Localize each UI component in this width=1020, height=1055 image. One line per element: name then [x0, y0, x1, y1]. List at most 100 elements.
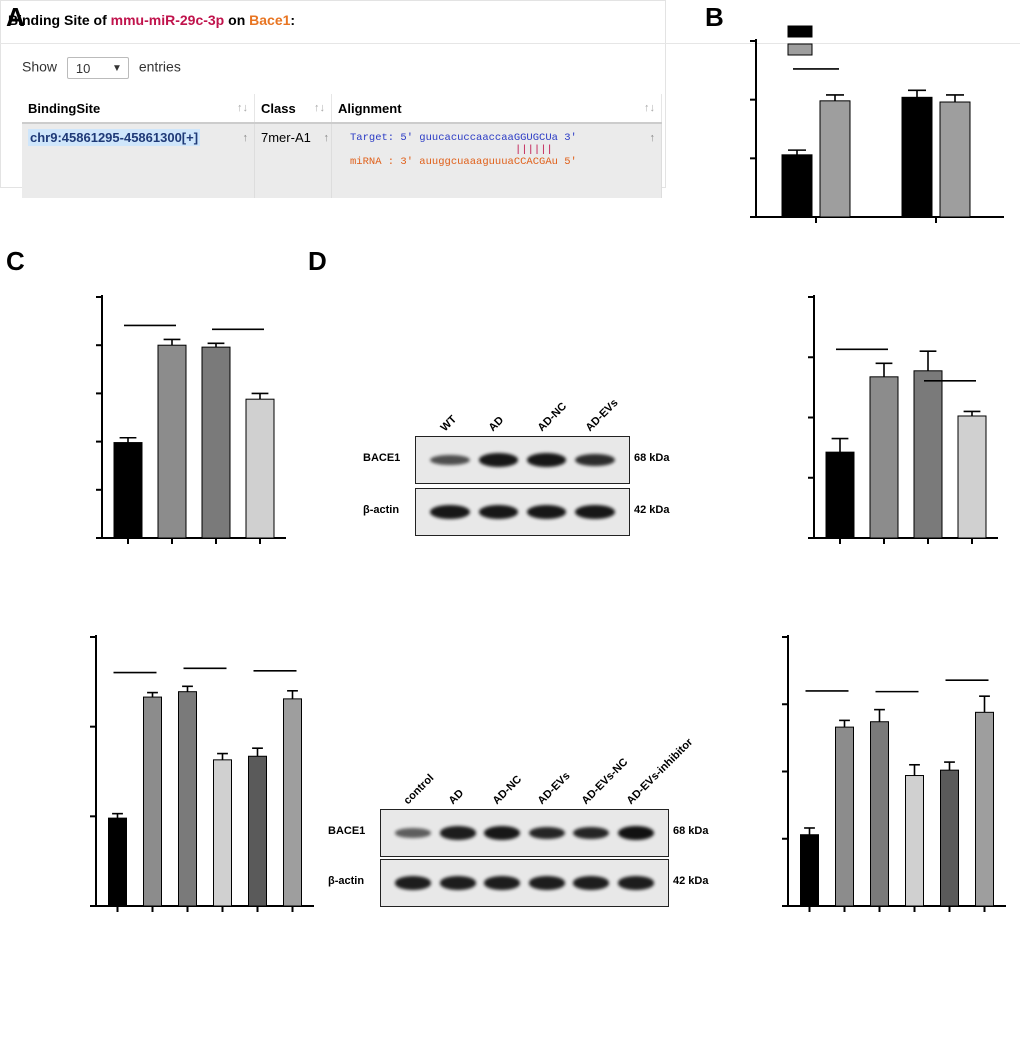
column-header-alignment[interactable]: Alignment ↑↓ [331, 94, 662, 124]
blot-band [573, 876, 610, 890]
bar [901, 96, 933, 218]
bar [201, 346, 231, 539]
blot-kda-label: 42 kDa [673, 875, 709, 887]
bar [157, 344, 187, 539]
blot-band [575, 453, 615, 467]
blot-protein-label: β-actin [363, 504, 400, 516]
class-cell: 7mer-A1 ↑ [254, 123, 332, 198]
binding-site-table: BindingSite ↑↓ Class ↑↓ Alignment ↑↓ chr9:4… [22, 94, 662, 198]
sort-icon: ↑↓ [644, 102, 655, 114]
blot-lane-label: AD-EVs-NC [579, 756, 631, 807]
column-label: Alignment [338, 100, 402, 116]
panel-label-d: D [308, 246, 327, 276]
blot-protein-label: BACE1 [328, 825, 366, 837]
sort-icon: ↑↓ [314, 102, 325, 114]
binding-site-cell: chr9:45861295-45861300[+] ↑ [22, 123, 255, 198]
blot-strip [380, 859, 669, 907]
blot-kda-label: 68 kDa [634, 452, 670, 464]
blot-lane-label: AD-EVs-inhibitor [624, 736, 695, 807]
alignment-mirna: miRNA : 3' auuggcuaaaguuuaCCACGAu 5' [350, 156, 577, 168]
entries-label: entries [138, 58, 181, 75]
blot-band [484, 826, 521, 840]
bar [870, 721, 889, 907]
blot-lane-label: AD [486, 414, 507, 434]
bar [905, 775, 924, 907]
blot-band [430, 505, 470, 519]
alignment-target: Target: 5' guucacuccaaccaaGGUGCUa 3' [350, 132, 577, 144]
chevron-down-icon: ▼ [112, 63, 122, 74]
bar [939, 101, 971, 218]
blot-lane-label: AD-EVs [583, 396, 621, 434]
legend-swatch [787, 25, 813, 38]
blot-band [484, 876, 521, 890]
blot-band [430, 454, 470, 466]
blot-band [575, 505, 615, 519]
column-header-class[interactable]: Class ↑↓ [254, 94, 332, 124]
bar [143, 696, 162, 907]
chart-b-luciferase [750, 25, 1004, 223]
blot-lane-label: AD-EVs [535, 769, 573, 807]
arrow-up-icon: ↑ [242, 132, 249, 144]
mirna-link[interactable]: mmu-miR-29c-3p [110, 12, 225, 28]
bar [940, 769, 959, 907]
blot-band [526, 505, 567, 519]
arrow-up-icon: ↑ [649, 132, 656, 144]
blot-band [528, 876, 565, 890]
heading-prefix: Binding Site of [8, 12, 111, 28]
class-value: 7mer-A1 [261, 130, 311, 145]
blot-lane-label: control [401, 772, 437, 807]
blot-strip [415, 488, 630, 536]
bar [248, 755, 267, 907]
blot-band [439, 876, 476, 890]
blot-lane-label: WT [438, 413, 460, 434]
bar [213, 759, 232, 907]
chart-c-cell-mrna [90, 635, 314, 912]
gene-link[interactable]: Bace1 [249, 12, 291, 28]
bar [781, 154, 813, 218]
column-label: Class [261, 100, 296, 116]
bar [283, 698, 302, 907]
alignment-cell: Target: 5' guucacuccaaccaaGGUGCUa 3' |||… [331, 123, 662, 198]
panel-label-b: B [705, 2, 724, 32]
entries-control: Show 10 ▼ entries [22, 57, 181, 79]
divider [0, 43, 1020, 44]
bar [113, 442, 143, 539]
blot-band [617, 826, 654, 840]
entries-select[interactable]: 10 ▼ [66, 57, 129, 79]
chart-d-rat-protein [808, 295, 998, 544]
bar [800, 834, 819, 907]
chart-d-cell-protein [782, 635, 1006, 912]
blot-band [395, 876, 432, 890]
blot-kda-label: 68 kDa [673, 825, 709, 837]
bar [869, 376, 899, 539]
heading-mid: on [224, 12, 250, 28]
blot-band [528, 826, 565, 840]
binding-site-table-panel: Binding Site of mmu-miR-29c-3p on Bace1:… [0, 0, 1020, 198]
blot-band [526, 453, 567, 467]
blot-lane-label: AD [446, 787, 466, 807]
blot-band [395, 828, 432, 838]
blot-band [439, 826, 476, 840]
blot-band [573, 826, 610, 840]
blot-protein-label: β-actin [328, 875, 365, 887]
table-row: chr9:45861295-45861300[+] ↑ 7mer-A1 ↑ Targ… [22, 123, 662, 198]
blot-lane-label: AD-NC [490, 773, 525, 807]
blot-strip [415, 436, 630, 484]
blot-band [478, 453, 519, 467]
blot-kda-label: 42 kDa [634, 504, 670, 516]
bar [957, 415, 987, 539]
chart-c-rat-mrna [96, 295, 286, 544]
blot-protein-label: BACE1 [363, 452, 401, 464]
blot-band [478, 505, 519, 519]
binding-site-heading: Binding Site of mmu-miR-29c-3p on Bace1: [8, 12, 295, 28]
bar [819, 100, 851, 218]
blot-strip [380, 809, 669, 857]
legend-swatch [787, 43, 813, 56]
panel-label-a: A [6, 2, 25, 32]
binding-site-value[interactable]: chr9:45861295-45861300[+] [28, 129, 201, 146]
column-header-bindingsite[interactable]: BindingSite ↑↓ [22, 94, 255, 124]
arrow-up-icon: ↑ [323, 132, 330, 144]
heading-suffix: : [290, 12, 296, 28]
bar [913, 370, 943, 539]
blot-band [617, 876, 654, 890]
